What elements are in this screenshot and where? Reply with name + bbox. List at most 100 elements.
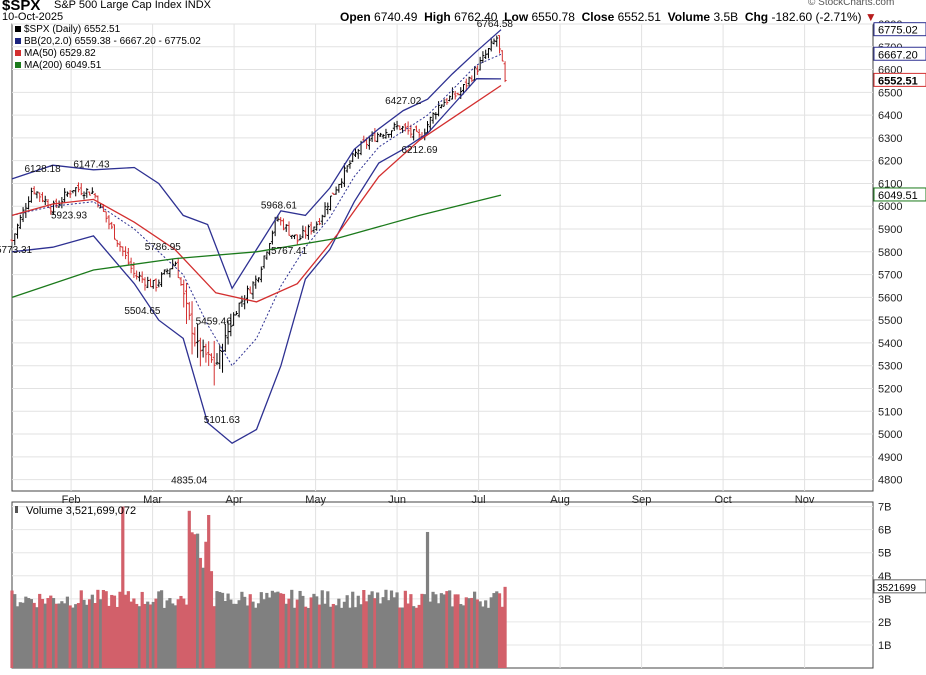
legend-entry: $SPX (Daily) 6552.51	[24, 24, 121, 35]
volume-bar	[389, 590, 394, 668]
volume-bar	[276, 591, 280, 668]
y-tick-label: 6100	[878, 178, 902, 190]
volume-bar	[298, 590, 302, 668]
volume-bar	[301, 595, 305, 668]
volume-bar	[10, 590, 14, 668]
volume-bar	[323, 603, 327, 668]
volume-bar	[135, 603, 139, 668]
volume-bar	[87, 599, 92, 668]
volume-bar	[63, 603, 67, 668]
volume-bar	[439, 593, 443, 668]
volume-bar	[126, 591, 130, 668]
volume-bar	[46, 598, 50, 668]
price-tag-box	[873, 72, 926, 87]
price-tag: 6775.02	[878, 25, 918, 37]
volume-bar	[212, 606, 216, 668]
volume-bar	[376, 592, 380, 668]
volume-bar	[104, 591, 108, 668]
price-panel	[11, 23, 874, 492]
series-line-bb-middle	[11, 53, 502, 367]
volume-bar	[345, 595, 349, 668]
annotation-label: 6427.02	[385, 96, 422, 107]
volume-bar	[218, 591, 222, 668]
volume-bar	[154, 598, 158, 668]
volume-bar	[54, 603, 58, 668]
y-tick-label: 5800	[878, 247, 902, 259]
volume-tick-label: 5B	[878, 548, 891, 560]
legend-entry: BB(20,2.0) 6559.38 - 6667.20 - 6775.02	[24, 36, 201, 47]
annotation-label: 6764.58	[477, 19, 514, 30]
volume-bar	[489, 597, 493, 668]
volume-bar	[162, 607, 166, 668]
volume-bar	[337, 598, 341, 668]
volume-bar	[65, 596, 70, 668]
volume-bar	[459, 604, 463, 668]
volume-bar	[292, 607, 297, 668]
volume-bar	[256, 603, 261, 668]
volume-bar	[273, 592, 277, 668]
volume-bar	[425, 531, 430, 668]
volume-bar	[304, 606, 308, 668]
volume-bar	[220, 592, 225, 668]
volume-bar	[223, 601, 227, 668]
volume-bar	[43, 603, 47, 668]
volume-bar	[295, 599, 299, 668]
volume-bar	[395, 592, 399, 668]
volume-bar	[187, 510, 191, 668]
volume-bar	[112, 595, 117, 668]
volume-bar	[251, 601, 255, 668]
y-tick-label: 6000	[878, 201, 902, 213]
annotation-label: 5923.93	[51, 211, 88, 222]
legend-swatch	[15, 50, 21, 56]
volume-tick-label: 3B	[878, 594, 891, 606]
volume-bar	[146, 601, 150, 668]
volume-bar	[340, 607, 344, 668]
annotation-label: 5773.31	[0, 245, 33, 256]
x-tick-label: Nov	[795, 494, 815, 506]
annotation-label: 5767.41	[271, 246, 308, 257]
volume-bar	[132, 598, 136, 668]
volume-bar	[259, 592, 263, 668]
volume-legend: Volume 3,521,699,072	[26, 505, 136, 517]
volume-bar	[503, 586, 507, 668]
y-tick-label: 5700	[878, 270, 902, 282]
volume-bar	[60, 601, 64, 668]
volume-bar	[157, 591, 161, 668]
series-line-ma-50-	[11, 84, 502, 303]
volume-bar	[312, 593, 316, 668]
volume-bar	[409, 594, 413, 668]
volume-bar	[99, 599, 103, 668]
volume-bar	[359, 604, 363, 668]
symbol: $SPX	[2, 0, 41, 14]
volume-bar	[475, 599, 479, 668]
price-tag: 6552.51	[878, 75, 918, 87]
volume-tick-label: 6B	[878, 525, 891, 537]
volume-tick-label: 7B	[878, 502, 891, 514]
volume-bar	[334, 605, 338, 668]
volume-bar	[40, 598, 45, 668]
volume-bar	[470, 597, 474, 668]
volume-bar	[500, 606, 504, 668]
volume-bar	[49, 595, 53, 668]
y-tick-label: 5100	[878, 406, 902, 418]
volume-bar	[32, 602, 36, 668]
volume-bar	[171, 603, 175, 668]
volume-bar	[193, 534, 197, 668]
volume-bar	[38, 593, 42, 668]
volume-bar	[450, 606, 455, 668]
volume-bar	[254, 607, 258, 668]
volume-bar	[478, 601, 482, 668]
volume-bar	[403, 590, 407, 668]
legend-entry: MA(200) 6049.51	[24, 60, 102, 71]
volume-bar	[392, 597, 396, 668]
volume-bar	[115, 606, 119, 668]
volume-bar	[195, 533, 200, 668]
volume-bar	[27, 598, 31, 668]
y-tick-label: 5200	[878, 383, 902, 395]
volume-bar	[79, 590, 83, 668]
annotation-label: 5101.63	[204, 415, 241, 426]
volume-bar	[18, 602, 22, 668]
annotation-label: 6128.18	[24, 164, 61, 175]
volume-bar	[140, 591, 144, 668]
